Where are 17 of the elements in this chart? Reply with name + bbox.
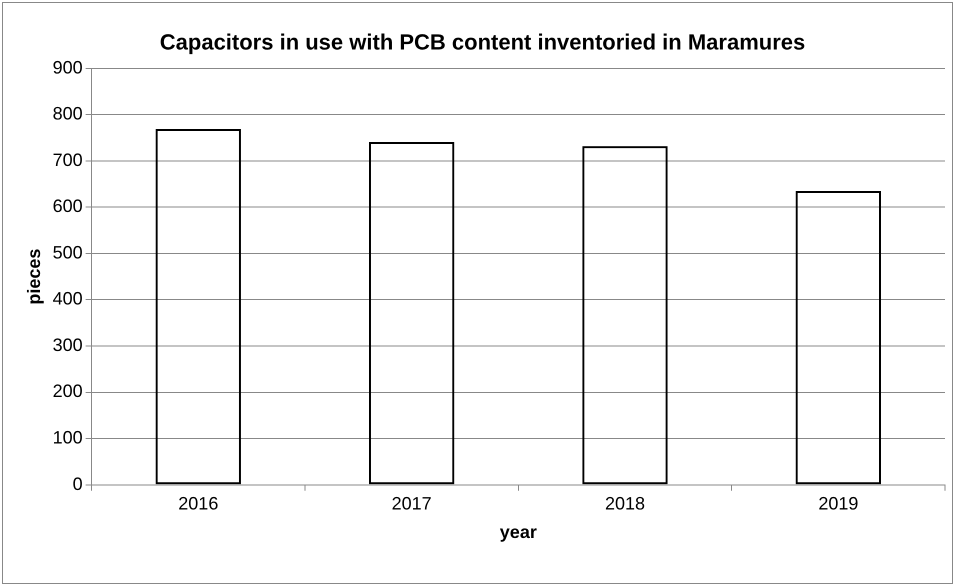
- y-tick-label: 0: [72, 474, 83, 494]
- y-tick-label: 400: [52, 288, 83, 309]
- y-tick-label: 900: [52, 57, 83, 78]
- x-axis-title: year: [500, 522, 537, 542]
- y-tick-label: 600: [52, 196, 83, 216]
- x-tick-label: 2018: [604, 494, 646, 514]
- x-tick-label: 2017: [392, 494, 432, 514]
- chart-title: Capacitors in use with PCB content inventoried in Maramures: [160, 29, 806, 54]
- x-tick-label: 2019: [818, 494, 858, 514]
- y-tick-label: 500: [52, 242, 83, 262]
- y-tick-label: 800: [52, 104, 83, 124]
- y-axis-title: pieces: [24, 248, 44, 305]
- y-tick-label: 100: [52, 428, 83, 448]
- y-tick-label: 200: [52, 381, 83, 402]
- x-tick-label: 2016: [178, 494, 218, 514]
- y-tick-label: 300: [52, 334, 83, 355]
- y-tick-label: 700: [52, 150, 83, 170]
